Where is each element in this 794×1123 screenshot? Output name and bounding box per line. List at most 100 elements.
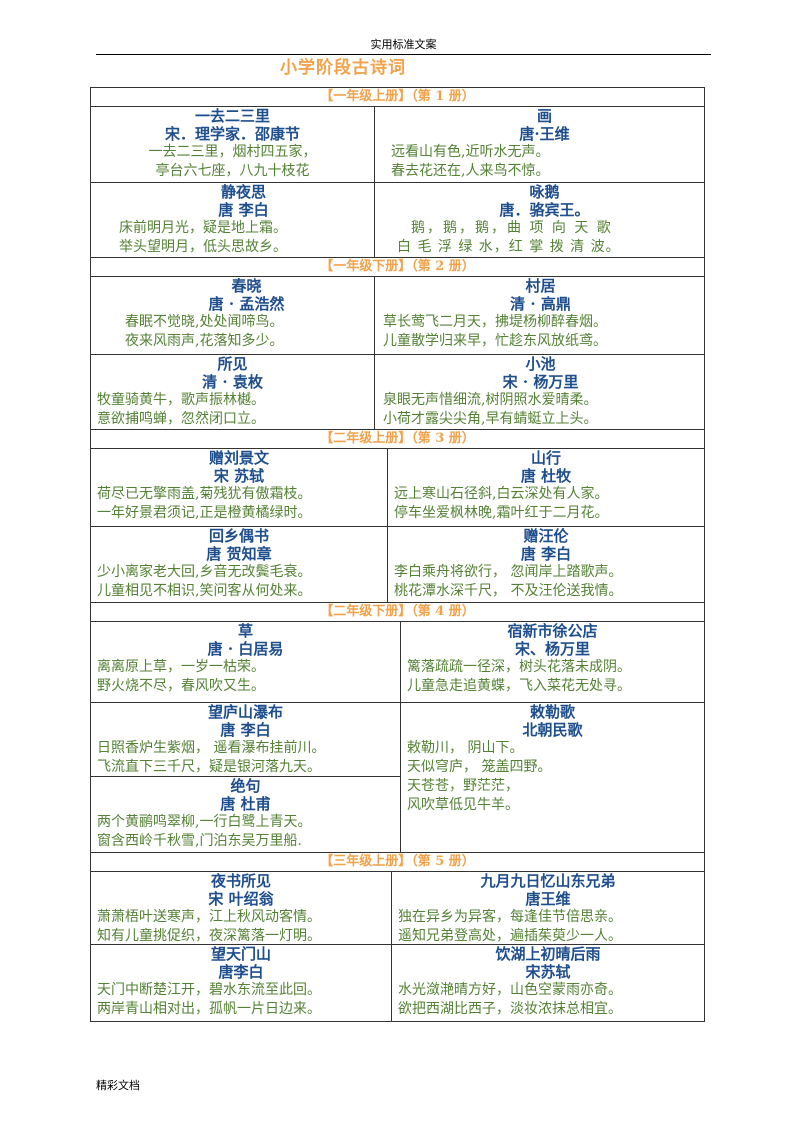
poem-title: 静夜思 [220,183,266,201]
poem-title: 咏鹅 [529,183,560,201]
poem-cell: 赠汪伦 唐 李白 李白乘舟将欲行， 忽闻岸上踏歌声。 桃花潭水深千尺， 不及汪伦… [388,527,704,602]
poem-author: 唐 杜牧 [520,467,572,485]
poem-cell: 回乡偶书 唐 贺知章 少小离家老大回,乡音无改鬓毛衰。 儿童相见不相识,笑问客从… [91,527,388,602]
poem-title: 画 [536,107,552,125]
poem-line: 泉眼无声惜细流,树阴照水爱晴柔。 [383,392,598,408]
poem-row: 静夜思 唐 李白 床前明月光，疑是地上霜。 举头望明月，低头思故乡。 咏鹅 唐．… [91,183,704,258]
poem-line: 敕勒川， 阴山下。 [407,740,524,756]
poem-author: 唐 · 孟浩然 [208,295,285,313]
poem-line: 一去二三里，烟村四五家， [148,144,317,160]
poem-line: 篱落疏疏一径深，树头花落未成阴。 [407,659,631,675]
poem-line: 远上寒山石径斜,白云深处有人家。 [394,486,609,502]
poem-line: 水光潋滟晴方好，山色空蒙雨亦奇。 [398,982,622,998]
poem-title: 九月九日忆山东兄弟 [480,872,616,890]
poem-author: 清 · 袁枚 [202,373,263,391]
poem-title: 绝句 [230,777,261,795]
poem-cell: 赠刘景文 宋 苏轼 荷尽已无擎雨盖,菊残犹有傲霜枝。 一年好景君须记,正是橙黄橘… [91,449,388,526]
poem-line: 鹅，鹅，鹅，曲 项 向 天 歌 [411,220,613,236]
poem-line: 白 毛 浮 绿 水，红 掌 拨 清 波。 [397,239,621,255]
poem-line: 儿童急走追黄蝶，飞入菜花无处寻。 [407,678,631,694]
poem-cell: 所见 清 · 袁枚 牧童骑黄牛，歌声振林樾。 意欲捕鸣蝉，忽然闭口立。 [91,355,375,429]
poem-title: 望庐山瀑布 [207,703,283,721]
poem-line: 两个黄鹂鸣翠柳,一行白鹭上青天。 [97,814,312,830]
poem-author: 唐 李白 [220,721,271,739]
poem-author: 宋、杨万里 [514,640,590,658]
poem-author: 唐 贺知章 [206,545,272,563]
poem-author: 清 · 高鼎 [510,295,571,313]
poem-author: 宋．理学家．邵康节 [164,125,300,143]
grade-header: 【二年级上册】（第 3 册） [91,430,704,449]
poem-line: 意欲捕鸣蝉，忽然闭口立。 [97,411,265,427]
poem-title: 春晓 [231,277,262,295]
poem-cell: 静夜思 唐 李白 床前明月光，疑是地上霜。 举头望明月，低头思故乡。 [91,183,375,257]
poem-line: 李白乘舟将欲行， 忽闻岸上踏歌声。 [394,564,623,580]
poem-author: 唐王维 [525,890,571,908]
poem-author: 宋 叶绍翁 [208,890,274,908]
poem-title: 村居 [525,277,556,295]
poem-line: 一年好景君须记,正是橙黄橘绿时。 [97,505,312,521]
poem-line: 草长莺飞二月天，拂堤杨柳醉春烟。 [383,314,607,330]
page-header: 实用标准文案 [96,38,711,55]
poem-cell: 望庐山瀑布 唐 李白 日照香炉生紫烟， 遥看瀑布挂前川。 飞流直下三千尺，疑是银… [91,703,400,777]
poem-cell: 敕勒歌 北朝民歌 敕勒川， 阴山下。 天似穹庐， 笼盖四野。 天苍苍，野茫茫， … [401,703,704,852]
poem-row: 回乡偶书 唐 贺知章 少小离家老大回,乡音无改鬓毛衰。 儿童相见不相识,笑问客从… [91,527,704,603]
poem-author: 唐 杜甫 [220,795,271,813]
poem-cell: 饮湖上初晴后雨 宋苏轼 水光潋滟晴方好，山色空蒙雨亦奇。 欲把西湖比西子，淡妆浓… [392,945,704,1021]
poem-line: 欲把西湖比西子，淡妆浓抹总相宜。 [398,1001,622,1017]
poem-line: 窗含西岭千秋雪,门泊东吴万里船. [97,833,302,849]
poem-title: 赠汪伦 [523,527,569,545]
poem-author: 唐 李白 [218,201,269,219]
poem-line: 床前明月光，疑是地上霜。 [119,220,287,236]
poem-row: 望天门山 唐李白 天门中断楚江开，碧水东流至此回。 两岸青山相对出，孤帆一片日边… [91,945,704,1021]
poem-cell: 小池 宋 · 杨万里 泉眼无声惜细流,树阴照水爱晴柔。 小荷才露尖尖角,早有蜻蜓… [375,355,704,429]
poem-cell: 绝句 唐 杜甫 两个黄鹂鸣翠柳,一行白鹭上青天。 窗含西岭千秋雪,门泊东吴万里船… [91,777,400,852]
poem-author: 唐·王维 [519,125,570,143]
document-title: 小学阶段古诗词 [280,58,406,78]
page-footer: 精彩文档 [96,1079,140,1092]
poem-cell: 一去二三里 宋．理学家．邵康节 一去二三里，烟村四五家， 亭台六七座，八九十枝花 [91,107,375,182]
poem-line: 天似穹庐， 笼盖四野。 [407,759,552,775]
poem-line: 牧童骑黄牛，歌声振林樾。 [97,392,265,408]
poem-line: 日照香炉生紫烟， 遥看瀑布挂前川。 [97,740,326,756]
poem-line: 春眠不觉晓,处处闻啼鸟。 [125,314,284,330]
poem-title: 宿新市徐公店 [507,622,598,640]
poem-title: 敕勒歌 [529,703,575,721]
poem-title: 小池 [525,355,556,373]
poem-title: 望天门山 [210,945,271,963]
poem-column: 望庐山瀑布 唐 李白 日照香炉生紫烟， 遥看瀑布挂前川。 飞流直下三千尺，疑是银… [91,703,401,852]
poem-row: 望庐山瀑布 唐 李白 日照香炉生紫烟， 遥看瀑布挂前川。 飞流直下三千尺，疑是银… [91,703,704,853]
poem-line: 夜来风雨声,花落知多少。 [125,333,284,349]
poem-line: 举头望明月，低头思故乡。 [119,239,287,255]
poem-line: 天苍苍，野茫茫， [407,778,519,794]
poem-author: 北朝民歌 [522,721,583,739]
poem-row: 所见 清 · 袁枚 牧童骑黄牛，歌声振林樾。 意欲捕鸣蝉，忽然闭口立。 小池 宋… [91,355,704,430]
poem-title: 回乡偶书 [208,527,269,545]
poem-cell: 咏鹅 唐．骆宾王。 鹅，鹅，鹅，曲 项 向 天 歌 白 毛 浮 绿 水，红 掌 … [375,183,704,257]
poem-author: 宋苏轼 [525,963,571,981]
poem-cell: 望天门山 唐李白 天门中断楚江开，碧水东流至此回。 两岸青山相对出，孤帆一片日边… [91,945,392,1021]
poem-row: 夜书所见 宋 叶绍翁 萧萧梧叶送寒声，江上秋风动客情。 知有儿童挑促织，夜深篱落… [91,872,704,945]
poem-title: 一去二三里 [194,107,270,125]
poem-row: 草 唐 · 白居易 离离原上草，一岁一枯荣。 野火烧不尽，春风吹又生。 宿新市徐… [91,622,704,703]
poem-line: 亭台六七座，八九十枝花 [155,163,310,179]
poem-title: 饮湖上初晴后雨 [495,945,601,963]
poem-line: 停车坐爱枫林晚,霜叶红于二月花。 [394,505,609,521]
poem-line: 野火烧不尽，春风吹又生。 [97,678,265,694]
poem-cell: 夜书所见 宋 叶绍翁 萧萧梧叶送寒声，江上秋风动客情。 知有儿童挑促织，夜深篱落… [91,872,392,944]
grade-header: 【一年级下册】（第 2 册） [91,258,704,277]
poem-line: 儿童散学归来早，忙趁东风放纸鸢。 [383,333,607,349]
poem-line: 知有儿童挑促织，夜深篱落一灯明。 [97,928,321,944]
poem-cell: 村居 清 · 高鼎 草长莺飞二月天，拂堤杨柳醉春烟。 儿童散学归来早，忙趁东风放… [375,277,704,354]
poem-row: 赠刘景文 宋 苏轼 荷尽已无擎雨盖,菊残犹有傲霜枝。 一年好景君须记,正是橙黄橘… [91,449,704,527]
poem-title: 所见 [217,355,248,373]
poem-author: 宋 · 杨万里 [502,373,579,391]
poem-author: 唐 · 白居易 [207,640,284,658]
poem-cell: 宿新市徐公店 宋、杨万里 篱落疏疏一径深，树头花落未成阴。 儿童急走追黄蝶，飞入… [401,622,704,702]
poem-line: 萧萧梧叶送寒声，江上秋风动客情。 [97,909,321,925]
poem-title: 山行 [530,449,561,467]
poem-author: 唐 李白 [520,545,572,563]
poem-title: 草 [237,622,253,640]
poem-line: 两岸青山相对出，孤帆一片日边来。 [97,1001,321,1017]
poem-cell: 春晓 唐 · 孟浩然 春眠不觉晓,处处闻啼鸟。 夜来风雨声,花落知多少。 [91,277,375,354]
poem-line: 飞流直下三千尺，疑是银河落九天。 [97,759,321,775]
